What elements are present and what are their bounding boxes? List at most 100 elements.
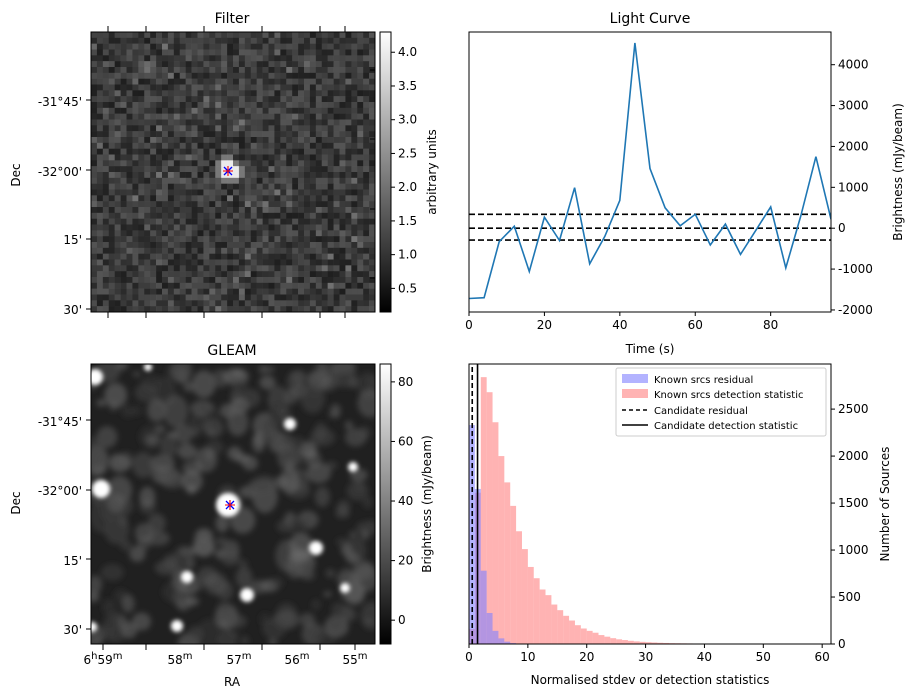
histogram-bar-detection (651, 642, 658, 644)
histogram-frame (468, 363, 832, 645)
histogram-bar-detection (504, 482, 511, 644)
histogram-bar-detection (580, 628, 587, 644)
lightcurve-threshold-lines (469, 213, 831, 241)
candidate-plus-marker (223, 166, 233, 176)
gleam-radio-source (171, 620, 183, 632)
filter-dec-tick-label: 30' (63, 303, 82, 317)
histogram-bar-detection (598, 635, 605, 644)
gleam-colorbar-label: Brightness (mJy/beam) (420, 435, 434, 573)
gleam-colorbar-scale (379, 363, 392, 645)
gleam-radio-source (284, 418, 296, 430)
legend-label-candidate-residual: Candidate residual (654, 406, 748, 417)
legend-label-detection: Known srcs detection statistic (654, 390, 803, 401)
gleam-dec-tick-label: -31°45' (38, 415, 82, 429)
histogram-bar-detection (616, 639, 623, 644)
histogram-bar-detection (563, 615, 570, 644)
gleam-dec-tick-label: 15' (63, 554, 82, 568)
filter-image (91, 32, 375, 312)
gleam-colorbar-tick-label: 40 (398, 494, 413, 508)
filter-colorbar-tick-label: 3.0 (398, 113, 417, 127)
histogram-x-tick-label: 30 (638, 650, 653, 664)
histogram-y-tick-label: 500 (838, 590, 861, 604)
histogram-y-tick-label: 0 (838, 637, 846, 651)
histogram-bar-detection (604, 636, 611, 644)
histogram-bar-detection (527, 566, 534, 644)
gleam-radio-source (340, 583, 350, 593)
lightcurve-x-tick-label: 20 (537, 318, 552, 332)
filter-colorbar-scale (379, 31, 392, 313)
lightcurve-y-tick-label: 2000 (838, 139, 869, 153)
lightcurve-series-line (469, 42, 831, 300)
histogram-bar-residual (469, 425, 475, 644)
gleam-panel: GLEAM -31°45' -32°00' 15' 30' 6h59m 58m … (9, 343, 434, 689)
histogram-legend: Known srcs residual Known srcs detection… (615, 367, 827, 437)
legend-label-residual: Known srcs residual (654, 375, 753, 386)
histogram-x-tick-label: 50 (756, 650, 771, 664)
histogram-ylabel: Number of Sources (878, 447, 892, 562)
lightcurve-panel: Light Curve 0 20 40 60 80 -2000 -1000 0 1000 200… (465, 11, 905, 356)
legend-swatch-residual (622, 374, 648, 383)
filter-dec-tick-labels: -31°45' -32°00' 15' 30' (38, 95, 82, 317)
histogram-x-tick-label: 40 (697, 650, 712, 664)
histogram-x-tick-label: 20 (579, 650, 594, 664)
legend-box (615, 367, 827, 437)
filter-colorbar-tick-label: 1.5 (398, 214, 417, 228)
filter-ticks (86, 26, 375, 318)
gleam-radio-source (91, 622, 97, 632)
gleam-ra-tick-label: 6h59m (83, 651, 122, 667)
gleam-ra-tick-label: 57m (226, 651, 251, 667)
gleam-colorbar-tick-label: 60 (398, 434, 413, 448)
histogram-bar-detection (551, 604, 558, 644)
lightcurve-x-tick-label: 0 (465, 318, 473, 332)
histogram-bar-detection (622, 640, 628, 644)
lightcurve-x-tick-label: 80 (763, 318, 778, 332)
filter-candidate-marker (223, 166, 233, 176)
lightcurve-y-tick-label: 4000 (838, 58, 869, 72)
histogram-x-tick-label: 60 (815, 650, 830, 664)
lightcurve-y-tick-label: -1000 (838, 262, 873, 276)
legend-swatch-detection (622, 389, 648, 398)
filter-dec-tick-label: -32°00' (38, 165, 82, 179)
histogram-x-tick-label: 0 (465, 650, 473, 664)
lightcurve-y-tick-label: 1000 (838, 180, 869, 194)
filter-title: Filter (215, 11, 250, 27)
filter-frame (90, 31, 376, 313)
gleam-dec-tick-label: -32°00' (38, 484, 82, 498)
histogram-bar-detection (539, 589, 546, 644)
histogram-bar-detection (663, 642, 670, 644)
lightcurve-x-tick-label: 40 (612, 318, 627, 332)
gleam-ylabel: Dec (9, 491, 23, 514)
gleam-radio-source (309, 541, 323, 555)
lightcurve-title: Light Curve (610, 11, 691, 27)
histogram-bar-detection (574, 625, 581, 644)
histogram-bar-detection (545, 595, 552, 644)
histogram-bar-detection (521, 549, 528, 644)
histogram-candidate-lines (471, 364, 479, 644)
gleam-image (91, 364, 375, 644)
histogram-bar-detection (533, 578, 540, 644)
histogram-bar-residual (498, 638, 505, 644)
histogram-x-ticks: 0 10 20 30 40 50 60 (465, 644, 830, 664)
histogram-x-tick-label: 10 (520, 650, 535, 664)
filter-colorbar-ticks: 0.5 1.0 1.5 2.0 2.5 3.0 3.5 4.0 (391, 45, 417, 295)
candidate-plus-marker (225, 500, 235, 510)
gleam-colorbar-tick-label: 0 (398, 613, 406, 627)
gleam-ra-tick-label: 55m (342, 651, 367, 667)
histogram-bar-detection (492, 422, 499, 644)
gleam-radio-source (181, 571, 193, 583)
lightcurve-x-ticks: 0 20 40 60 80 (465, 312, 778, 332)
gleam-title: GLEAM (207, 343, 256, 359)
lightcurve-xlabel: Time (s) (625, 342, 675, 356)
histogram-bar-detection (610, 638, 617, 644)
filter-colorbar-tick-label: 0.5 (398, 281, 417, 295)
gleam-radio-source (92, 480, 110, 498)
filter-colorbar: 0.5 1.0 1.5 2.0 2.5 3.0 3.5 4.0 arbitrary units (379, 31, 439, 313)
histogram-bar-residual (486, 612, 493, 644)
filter-colorbar-tick-label: 1.0 (398, 248, 417, 262)
histogram-bar-detection (557, 610, 564, 644)
lightcurve-ylabel: Brightness (mJy/beam) (891, 103, 905, 241)
lightcurve-y-tick-label: -2000 (838, 303, 873, 317)
gleam-candidate-marker (225, 500, 235, 510)
gleam-dec-tick-labels: -31°45' -32°00' 15' 30' (38, 415, 82, 637)
